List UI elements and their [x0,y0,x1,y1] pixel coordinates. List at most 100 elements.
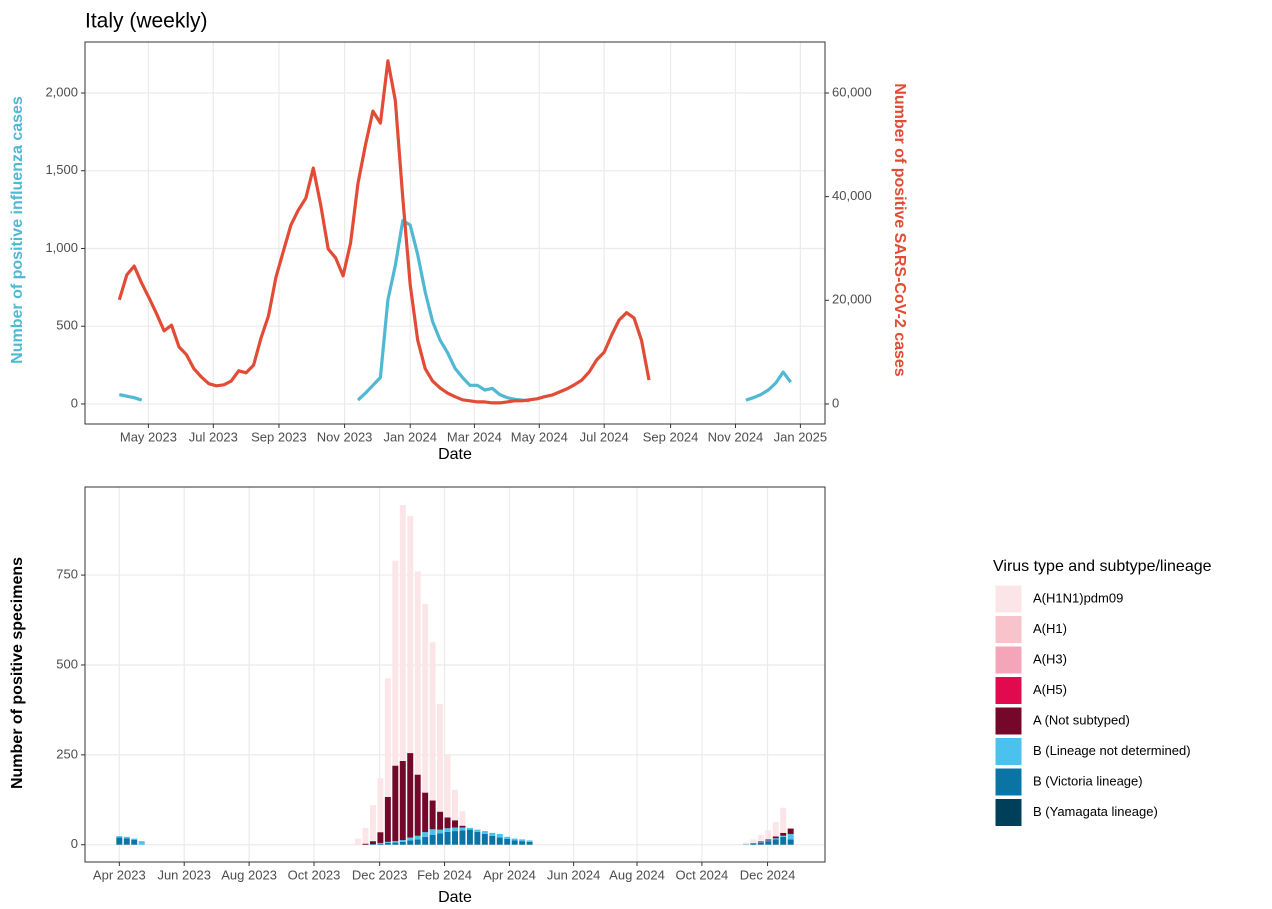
bar-segment [742,842,749,845]
bar-segment [422,836,429,845]
bar-segment [123,836,130,839]
bar-segment [787,833,794,840]
bar-segment [504,838,511,845]
bar-segment [392,842,399,845]
x-tick-label: May 2023 [120,429,177,444]
legend-key [994,798,1023,827]
bar-segment [452,827,458,832]
legend-key [994,645,1023,675]
bar-segment [138,841,145,845]
x-tick-label: Jan 2024 [383,429,437,444]
bar-segment [526,840,533,842]
x-axis-title: Date [438,446,472,463]
bar-segment [116,837,123,845]
legend-label: A(H5) [1033,682,1067,697]
bar-segment [377,778,384,833]
x-tick-label: Apr 2023 [93,867,146,882]
bar-segment [459,830,466,845]
bar-segment [399,840,406,842]
y-tick-label: 750 [56,567,78,582]
bar-segment [466,827,473,830]
bar-segment [437,811,444,830]
bar-segment [399,760,406,841]
bar-segment [511,838,518,841]
line-series [117,59,651,405]
y-axis-title: Number of positive specimens [9,557,26,789]
x-tick-label: Oct 2023 [288,867,341,882]
legend-label: B (Lineage not determined) [1033,743,1191,758]
bar-segment [444,831,451,845]
bar-segment [429,642,436,801]
x-tick-label: May 2024 [511,429,568,444]
bar-segment [496,837,503,845]
bar-segment [787,839,794,845]
y-axis-title: Number of positive influenza cases [9,96,26,364]
plot-border [84,41,826,425]
bar-segment [362,827,369,844]
bar-segment [131,839,138,845]
bar-segment [780,835,787,837]
plot-background [85,42,825,424]
bar-segment [392,841,399,843]
legend-label: A(H1) [1033,621,1067,636]
bar-segment [422,792,429,833]
bar-segment [131,838,138,840]
y-tick-label: 0 [71,395,78,410]
bar-segment [384,842,391,845]
bar-segment [116,836,123,838]
bar-segment [765,839,772,841]
x-tick-label: Jul 2023 [189,429,238,444]
bar-segment [444,817,451,829]
bar-segment [369,841,376,845]
bar-segment [765,840,772,842]
x-tick-label: Jan 2025 [774,429,828,444]
bar-segment [519,839,526,842]
bar-segment [407,515,414,754]
bar-segment [772,822,779,837]
x-tick-label: Aug 2023 [221,867,277,882]
bar-segment [384,841,391,843]
bar-segment [504,836,511,839]
bar-segment [459,827,466,831]
bar-segment [452,820,458,828]
bar-segment [780,836,787,845]
bar-segment [407,753,414,838]
x-tick-label: Sep 2023 [251,429,307,444]
legend-label: A (Not subtyped) [1033,712,1130,727]
y2-tick-label: 0 [832,395,839,410]
bar-segment [437,703,444,812]
bar-segment [377,843,384,845]
legend-label: A(H1N1)pdm09 [1033,590,1123,605]
bar-segment [481,831,488,834]
legend-key [994,767,1023,797]
bar-segment [437,829,444,834]
bar-segment [392,765,399,842]
bar-segment [444,754,451,818]
y2-tick-label: 20,000 [832,292,872,307]
bar-segment [399,504,406,761]
bar-segment [466,829,473,845]
bar-segment [444,828,451,832]
bar-segment [355,838,362,845]
bar-segment [459,825,466,828]
x-tick-label: Mar 2024 [447,429,502,444]
bar-segment [459,811,466,826]
bar-segment [511,840,518,845]
bar-segment [407,840,414,845]
legend-label: B (Victoria lineage) [1033,773,1143,788]
bar-segment [384,796,391,842]
legend-key [994,615,1023,644]
bar-segment [526,841,533,845]
x-axis-title: Date [438,889,472,906]
bar-segment [780,832,787,836]
bar-segment [429,829,436,835]
bar-segment [489,835,496,845]
bar-segment [392,560,399,766]
y2-axis-title: Number of positive SARS-CoV-2 cases [891,83,908,377]
bar-segment [377,832,384,843]
bar-segment [414,835,421,840]
x-tick-label: Jun 2023 [157,867,211,882]
bar-segment [787,828,794,834]
legend-key [994,706,1023,736]
bar-segment [765,841,772,845]
